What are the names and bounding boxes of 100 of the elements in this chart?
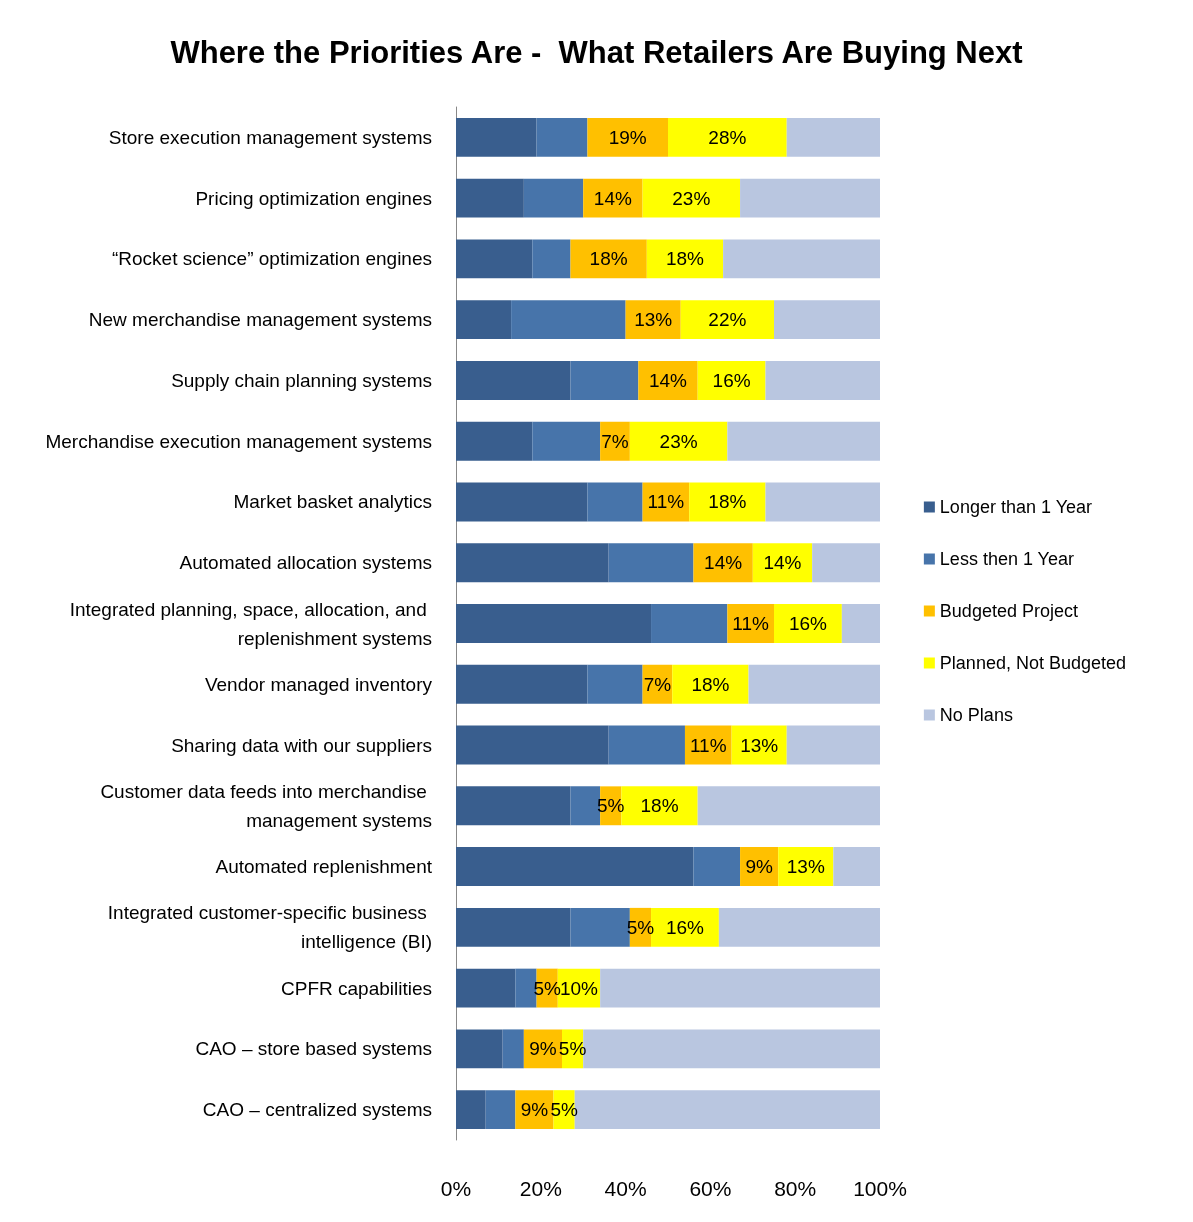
y-tick-label: CAO – centralized systems — [202, 1099, 432, 1121]
bar — [570, 239, 647, 279]
data-label: 22% — [708, 309, 747, 331]
data-label: 11% — [647, 491, 685, 513]
bar — [723, 239, 880, 279]
bar — [812, 543, 880, 583]
bar — [456, 725, 609, 765]
bar — [456, 300, 512, 340]
bar — [748, 664, 880, 704]
bar — [765, 482, 880, 522]
bar — [456, 968, 516, 1008]
bar — [689, 482, 766, 522]
bar — [718, 907, 880, 947]
data-label: 16% — [665, 916, 705, 938]
bar — [608, 725, 685, 765]
y-tick-label: Integrated planning, space, allocation, and replenishment systems — [69, 598, 432, 649]
bar — [672, 664, 749, 704]
bar — [697, 361, 766, 400]
data-label: 11% — [732, 613, 770, 634]
data-label: 14% — [648, 369, 688, 391]
bar — [638, 361, 698, 400]
bar — [697, 786, 880, 826]
data-label: 9% — [520, 1099, 549, 1121]
legend-label: Longer than 1 Year — [939, 497, 1092, 517]
x-tick-label: 60% — [689, 1177, 732, 1200]
y-tick-label: New merchandise management systems — [88, 309, 432, 331]
data-label: 7% — [643, 673, 672, 695]
bar — [587, 664, 643, 704]
data-label: 18% — [665, 248, 705, 270]
bar — [600, 968, 880, 1008]
bar — [456, 664, 588, 704]
data-label: 13% — [740, 734, 779, 756]
y-tick-label: Integrated customer-specific business intelligence (BI) — [107, 902, 432, 953]
data-label: 19% — [608, 126, 647, 148]
bar — [536, 117, 588, 157]
data-label: 18% — [640, 795, 679, 817]
data-label: 18% — [691, 673, 730, 695]
y-tick-label: Sharing data with our suppliers — [171, 734, 432, 756]
y-tick-label: Vendor managed inventory — [204, 673, 433, 695]
x-tick-label: 0% — [440, 1177, 472, 1200]
bar — [456, 847, 694, 886]
bar — [456, 1090, 486, 1130]
bar — [502, 1029, 524, 1069]
bar — [456, 1029, 503, 1069]
y-tick-label: CPFR capabilities — [281, 977, 432, 999]
bar — [570, 361, 639, 400]
y-tick-label: Automated allocation systems — [179, 552, 432, 574]
data-label: 16% — [788, 613, 828, 634]
bar — [485, 1090, 516, 1130]
data-label: 13% — [634, 309, 673, 331]
bar — [693, 847, 741, 886]
data-label: 16% — [712, 369, 751, 391]
bar — [727, 421, 880, 461]
bar — [456, 239, 533, 279]
bar — [693, 543, 753, 583]
data-label: 14% — [593, 187, 632, 209]
bar — [583, 178, 643, 218]
y-tick-label: Automated replenishment — [215, 856, 433, 878]
bar — [456, 117, 537, 157]
y-tick-label: CAO – store based systems — [195, 1038, 432, 1060]
y-tick-label: Store execution management systems — [108, 126, 432, 148]
bar — [786, 117, 880, 157]
bar — [456, 604, 652, 643]
bar — [587, 117, 668, 157]
data-label: 9% — [529, 1038, 557, 1060]
bar — [774, 604, 842, 643]
bar — [456, 543, 609, 583]
bar — [456, 361, 571, 400]
legend-label: Budgeted Project — [939, 601, 1078, 621]
bar — [532, 239, 571, 279]
x-tick-label: 40% — [604, 1177, 647, 1200]
bar — [532, 421, 601, 461]
x-tick-label: 100% — [853, 1177, 907, 1200]
y-tick-label: “Rocket science” optimization engines — [112, 248, 432, 270]
data-label: 10% — [559, 977, 599, 999]
data-label: 14% — [704, 552, 743, 574]
bar — [629, 421, 728, 461]
legend-label: Planned, Not Budgeted — [939, 653, 1127, 673]
data-label: 11% — [689, 734, 727, 756]
bar — [456, 482, 588, 522]
bar — [740, 178, 880, 218]
bar — [646, 239, 724, 279]
data-label: 28% — [708, 126, 747, 148]
bar — [587, 482, 643, 522]
bar — [608, 543, 694, 583]
data-label: 9% — [745, 856, 773, 878]
bar — [456, 178, 524, 218]
data-label: 23% — [672, 187, 711, 209]
y-tick-label: Customer data feeds into merchandise management systems — [100, 780, 432, 831]
data-label: 23% — [659, 430, 698, 452]
y-tick-label: Pricing optimization engines — [195, 187, 432, 209]
bar — [833, 847, 880, 886]
x-tick-label: 20% — [519, 1177, 562, 1200]
y-tick-label: Market basket analytics — [233, 491, 432, 513]
bar — [456, 907, 571, 947]
bar — [456, 786, 571, 826]
bar — [523, 178, 584, 218]
legend-label: Less then 1 Year — [939, 549, 1074, 569]
data-label: 18% — [589, 248, 628, 270]
bar — [841, 604, 880, 643]
